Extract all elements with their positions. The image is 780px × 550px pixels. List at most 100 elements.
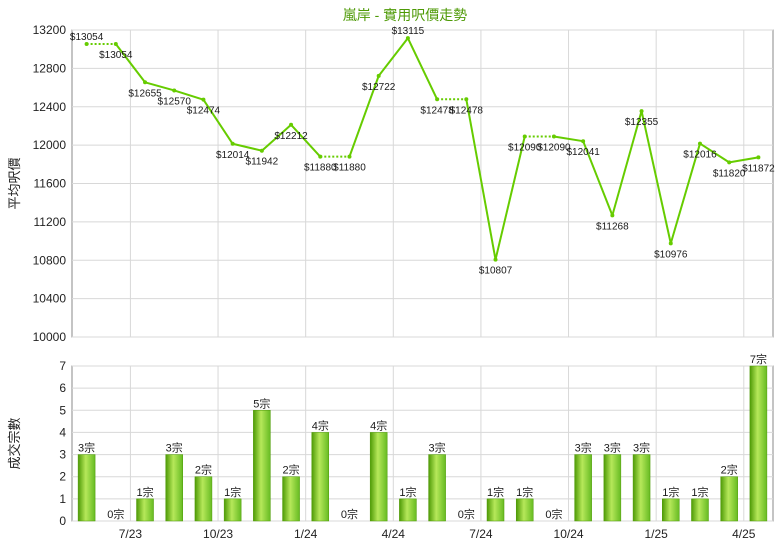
bar-ytick-label: 0 — [59, 514, 66, 528]
line-point[interactable] — [259, 148, 264, 153]
bar[interactable] — [136, 498, 154, 522]
line-point[interactable] — [289, 122, 294, 127]
line-point[interactable] — [376, 73, 381, 78]
bar-ytick-label: 4 — [59, 425, 66, 439]
line-point[interactable] — [113, 42, 118, 47]
bar[interactable] — [720, 476, 738, 522]
bar[interactable] — [428, 454, 446, 522]
line-point[interactable] — [347, 154, 352, 159]
line-point[interactable] — [727, 160, 732, 165]
line-point-label: $11872 — [742, 163, 775, 174]
line-segment — [406, 37, 439, 100]
line-point[interactable] — [201, 97, 206, 102]
bar[interactable] — [223, 498, 242, 522]
bar[interactable] — [311, 432, 330, 522]
bar-value-label: 0宗 — [107, 507, 124, 521]
line-point-label: $12478 — [450, 105, 484, 116]
line-point[interactable] — [405, 36, 410, 41]
line-ytick-label: 12400 — [33, 100, 67, 114]
chart-title: 嵐岸 - 實用呎價走勢 — [343, 7, 467, 23]
bar[interactable] — [282, 476, 300, 522]
x-tick-label: 4/24 — [382, 527, 406, 541]
bar-value-label: 1宗 — [399, 485, 416, 499]
bar[interactable] — [194, 476, 213, 522]
line-point[interactable] — [551, 134, 556, 139]
line-point[interactable] — [230, 141, 235, 146]
line-point-label: $11880 — [333, 163, 366, 174]
bar[interactable] — [77, 454, 96, 522]
line-point[interactable] — [639, 109, 644, 114]
bar-ytick-label: 6 — [59, 381, 66, 395]
bar-value-label: 3宗 — [633, 441, 650, 455]
x-tick-label: 10/24 — [554, 527, 584, 541]
bar-value-label: 0宗 — [458, 507, 475, 521]
x-tick-label: 7/23 — [119, 527, 143, 541]
line-segment — [115, 43, 146, 83]
bar[interactable] — [515, 498, 534, 522]
line-ytick-label: 12800 — [33, 61, 67, 75]
line-point-label: $13054 — [70, 32, 104, 43]
line-ytick-label: 12000 — [33, 138, 67, 152]
bar[interactable] — [399, 498, 417, 522]
bar[interactable] — [691, 498, 709, 522]
line-point-label: $12041 — [566, 147, 600, 158]
line-point[interactable] — [581, 139, 586, 144]
bar-value-label: 1宗 — [224, 485, 241, 499]
bar-ytick-label: 2 — [59, 470, 66, 484]
line-point[interactable] — [84, 42, 89, 47]
bar-value-label: 0宗 — [545, 507, 562, 521]
line-segment — [553, 135, 584, 143]
line-point-label: $12090 — [508, 142, 542, 153]
bar[interactable] — [486, 498, 505, 522]
line-segment — [232, 142, 263, 152]
bar[interactable] — [662, 498, 680, 522]
line-point-label: $12570 — [158, 96, 192, 107]
line-point[interactable] — [464, 97, 469, 102]
bar[interactable] — [574, 454, 592, 522]
bar-value-label: 3宗 — [429, 441, 446, 455]
bar-chart-ylabel: 成交宗數 — [7, 417, 22, 469]
bar[interactable] — [749, 365, 768, 522]
line-segment — [465, 99, 497, 260]
bar-value-label: 2宗 — [195, 463, 212, 477]
line-point-label: $10807 — [479, 266, 513, 277]
line-segment — [377, 37, 409, 77]
line-point-label: $12016 — [683, 150, 717, 161]
bar-value-label: 1宗 — [516, 485, 533, 499]
line-point-label: $10976 — [654, 249, 688, 260]
line-point-label: $11268 — [596, 221, 629, 232]
line-segment — [348, 75, 380, 157]
bar-value-label: 4宗 — [312, 418, 329, 432]
bar[interactable] — [369, 432, 388, 522]
line-point[interactable] — [493, 257, 498, 262]
bar[interactable] — [632, 454, 651, 522]
line-segment — [261, 124, 292, 152]
line-segment — [202, 99, 234, 145]
x-tick-label: 1/25 — [644, 527, 668, 541]
line-point[interactable] — [668, 241, 673, 246]
line-point[interactable] — [522, 134, 527, 139]
line-point-label: $12474 — [187, 106, 221, 117]
line-point[interactable] — [143, 80, 148, 85]
line-point[interactable] — [318, 154, 323, 159]
line-segment — [173, 89, 204, 101]
bar[interactable] — [165, 454, 183, 522]
line-point[interactable] — [435, 97, 440, 102]
line-point-label: $12090 — [537, 142, 571, 153]
bar-ytick-label: 3 — [59, 448, 66, 462]
x-tick-label: 10/23 — [203, 527, 233, 541]
bar[interactable] — [253, 410, 271, 522]
bar[interactable] — [603, 454, 622, 522]
line-point[interactable] — [756, 155, 761, 160]
line-point-label: $12014 — [216, 150, 250, 161]
line-segment — [611, 110, 643, 216]
line-point[interactable] — [610, 213, 615, 218]
bar-value-label: 0宗 — [341, 507, 358, 521]
bar-ytick-label: 1 — [59, 492, 66, 506]
line-segment — [640, 110, 672, 244]
line-ytick-label: 13200 — [33, 23, 67, 37]
line-chart-ylabel: 平均呎價 — [7, 157, 22, 209]
line-point[interactable] — [697, 141, 702, 146]
line-point[interactable] — [172, 88, 177, 93]
x-tick-label: 1/24 — [294, 527, 318, 541]
